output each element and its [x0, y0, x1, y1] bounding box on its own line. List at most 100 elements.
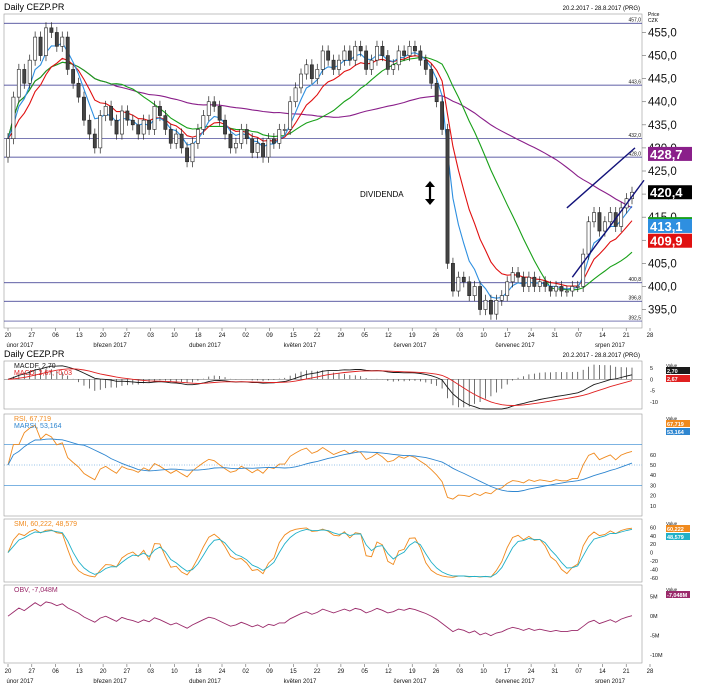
- candle-body: [87, 119, 92, 135]
- macd-series-line-1: [7, 368, 633, 406]
- rsi-tick-label: 50: [650, 463, 656, 469]
- macd-tick-label: -10: [650, 400, 658, 406]
- date-tick-label: 10: [171, 333, 178, 339]
- price-tick-label: 400,0: [648, 281, 677, 293]
- candle-body: [190, 142, 195, 163]
- date-tick-label-bottom: 20: [100, 669, 107, 675]
- candle-body: [120, 110, 124, 135]
- date-tick-label: 29: [338, 333, 345, 339]
- chart-marks: 455,0450,0445,0440,0435,0430,0425,0420,0…: [4, 18, 692, 683]
- date-tick-label-bottom: 07: [575, 669, 582, 675]
- rsi-last-badge: [666, 420, 690, 427]
- date-tick-label-bottom: 27: [124, 669, 131, 675]
- macd-last-badge: [666, 375, 690, 382]
- last-value-badge: [648, 185, 692, 200]
- candle-body: [174, 133, 179, 144]
- date-tick-label: 07: [575, 333, 582, 339]
- date-tick-label-bottom: 14: [599, 669, 606, 675]
- candle-body: [38, 36, 43, 56]
- rsi-last-label: 53,164: [667, 430, 685, 436]
- candle-body: [244, 129, 249, 139]
- obv-last-label: -7,048M: [667, 593, 688, 599]
- rsi-legend-1: MARSI, 53,164: [14, 423, 62, 430]
- candle-body: [217, 106, 222, 121]
- level-label: 443,6: [628, 80, 641, 86]
- date-tick-label-bottom: 17: [504, 669, 511, 675]
- price-label: Price: [648, 12, 660, 18]
- month-label-bottom: květen 2017: [284, 679, 317, 683]
- candle-body: [136, 124, 141, 135]
- level-label: 432,0: [628, 133, 641, 139]
- date-tick-label: 24: [528, 333, 535, 339]
- candle-body: [602, 221, 607, 232]
- candle-body: [125, 110, 130, 121]
- candle-body: [440, 101, 445, 130]
- last-value-badge: [648, 233, 692, 248]
- candle-body: [337, 59, 341, 70]
- date-tick-label-bottom: 03: [147, 669, 154, 675]
- date-tick-label-bottom: 29: [338, 669, 345, 675]
- month-label-bottom: únor 2017: [6, 679, 34, 683]
- candle-body: [331, 59, 336, 70]
- smi-tick-label: 60: [650, 525, 656, 531]
- candle-body: [22, 69, 27, 84]
- date-tick-label: 03: [147, 333, 154, 339]
- candle-body: [179, 133, 184, 149]
- smi-legend-0: SMI, 60,222, 48,579: [14, 521, 77, 528]
- candle-body: [44, 27, 48, 56]
- candle-body: [33, 36, 38, 61]
- price-tick-label: 445,0: [648, 74, 677, 86]
- rsi-series-line-1: [7, 438, 633, 492]
- candle-body: [6, 138, 10, 158]
- candle-body: [326, 50, 331, 61]
- obv-panel-frame: [3, 584, 643, 664]
- smi-tick-label: 40: [650, 534, 656, 540]
- month-label: duben 2017: [189, 343, 221, 349]
- candle-body: [407, 46, 412, 56]
- trend-line-upper: [566, 147, 636, 209]
- date-tick-label: 12: [385, 333, 392, 339]
- candle-body: [158, 106, 162, 116]
- price-tick-label: 405,0: [648, 258, 677, 270]
- candle-body: [364, 50, 369, 70]
- candle-body: [239, 129, 244, 144]
- candle-body: [16, 69, 21, 98]
- candle-body: [592, 212, 596, 223]
- smi-last-label: 48,579: [667, 535, 684, 541]
- macd-tick-label: -5: [650, 389, 655, 395]
- macd-tick-label: 0: [650, 377, 653, 383]
- month-label: únor 2017: [6, 343, 34, 349]
- level-label: 400,8: [628, 277, 641, 283]
- date-tick-label: 26: [433, 333, 440, 339]
- month-label: srpen 2017: [595, 343, 626, 349]
- rsi-tick-label: 20: [650, 494, 656, 500]
- date-tick-label-bottom: 20: [5, 669, 12, 675]
- candle-body: [358, 46, 363, 52]
- date-tick-label: 03: [456, 333, 463, 339]
- date-tick-label-bottom: 13: [76, 669, 83, 675]
- candle-body: [152, 106, 157, 130]
- date-tick-label: 18: [195, 333, 202, 339]
- date-tick-label-bottom: 19: [409, 669, 416, 675]
- price-tick-label: 455,0: [648, 27, 677, 39]
- candle-body: [282, 129, 287, 131]
- smi-tick-label: 0: [650, 551, 653, 557]
- obv-legend-0: OBV, -7,048M: [14, 587, 58, 594]
- candle-body: [315, 69, 320, 79]
- rsi-legend-0: RSI, 67,719: [14, 416, 51, 423]
- price-tick-label: 395,0: [648, 305, 677, 317]
- candle-body: [467, 281, 472, 296]
- candle-body: [564, 290, 569, 293]
- macd-last-badge: [666, 367, 690, 374]
- macd-panel-range: 20.2.2017 - 28.8.2017 (PRG): [563, 353, 640, 359]
- candle-body: [521, 276, 526, 287]
- date-tick-label: 20: [5, 333, 12, 339]
- candle-body: [532, 276, 537, 287]
- trend-line-lower: [571, 179, 645, 278]
- candle-body: [299, 73, 303, 89]
- price-tick-label: 435,0: [648, 120, 677, 132]
- date-tick-label-bottom: 03: [456, 669, 463, 675]
- date-tick-label: 10: [480, 333, 487, 339]
- price-tick-label: 440,0: [648, 97, 677, 109]
- date-tick-label-bottom: 31: [552, 669, 559, 675]
